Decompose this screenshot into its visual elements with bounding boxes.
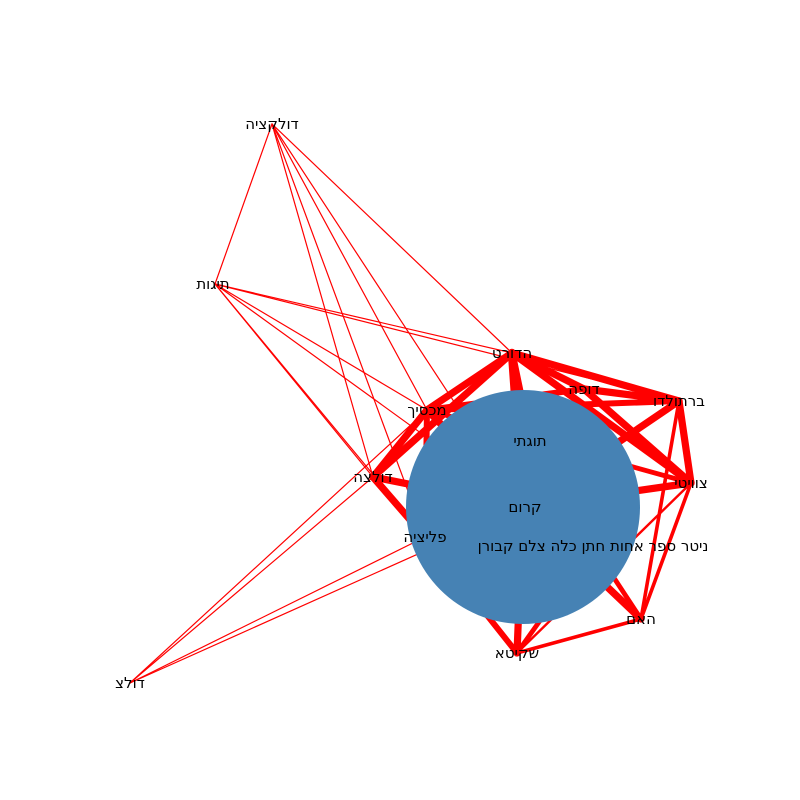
node-label-tigut: תיגות bbox=[196, 275, 229, 293]
nodes-layer bbox=[406, 390, 640, 624]
node-label-dupa: דופה bbox=[568, 380, 599, 398]
node-label-hub: קרום bbox=[508, 498, 541, 516]
node-label-pelitzia: פליציה bbox=[403, 528, 446, 546]
edge-tigut-mechasik bbox=[214, 283, 428, 411]
edge-tigut-terude bbox=[214, 283, 513, 354]
edge-dulkatzia-terude bbox=[271, 123, 513, 354]
node-label-shakita: שקיטא bbox=[495, 644, 539, 662]
edge-dulatz-dulaza bbox=[129, 476, 374, 684]
edge-dulatz-mechasik bbox=[129, 409, 428, 684]
edge-haam-shakita bbox=[515, 617, 643, 655]
edge-dulkatzia-dulaza bbox=[271, 123, 374, 478]
labels-layer: קרום תוגתי הדורט דופה ברתולדו מכסיך דולצה צוויט… bbox=[115, 115, 708, 692]
node-label-haam: האם bbox=[626, 610, 656, 628]
node-label-terude: הדורט bbox=[492, 344, 532, 362]
node-label-dulaza: דולצה bbox=[353, 468, 393, 486]
node-label-tutiti: תוגתי bbox=[513, 432, 546, 450]
edge-bartulda-haam bbox=[639, 399, 681, 621]
edge-tzuviti-haam bbox=[639, 481, 693, 621]
edge-dulkatzia-mechasik bbox=[271, 123, 428, 411]
edge-tigut-pelitzia bbox=[214, 283, 426, 538]
edge-dulkatzia-tigut bbox=[214, 123, 273, 285]
hub-node-circle bbox=[406, 390, 640, 624]
edge-dulkatzia-pelitzia bbox=[271, 123, 426, 538]
node-label-mechasik: מכסיך bbox=[407, 401, 446, 419]
edge-mechasik-dulaza bbox=[369, 406, 431, 481]
node-label-tzuviti: צוויטי bbox=[674, 474, 708, 492]
node-label-bartulda: ברתולדו bbox=[653, 392, 705, 410]
edge-terude-bartulda bbox=[508, 349, 683, 405]
edge-tigut-bartulda bbox=[214, 283, 680, 402]
node-label-dulatz: דולצ bbox=[115, 674, 145, 692]
edge-dulatz-pelitzia bbox=[129, 536, 426, 684]
node-label-long: ניטר ספר אחות חתן כלה צלם קבורן bbox=[478, 537, 709, 555]
node-label-dulkatzia: דולקציה bbox=[245, 115, 299, 133]
edge-bartulda-tzuviti bbox=[675, 397, 695, 487]
